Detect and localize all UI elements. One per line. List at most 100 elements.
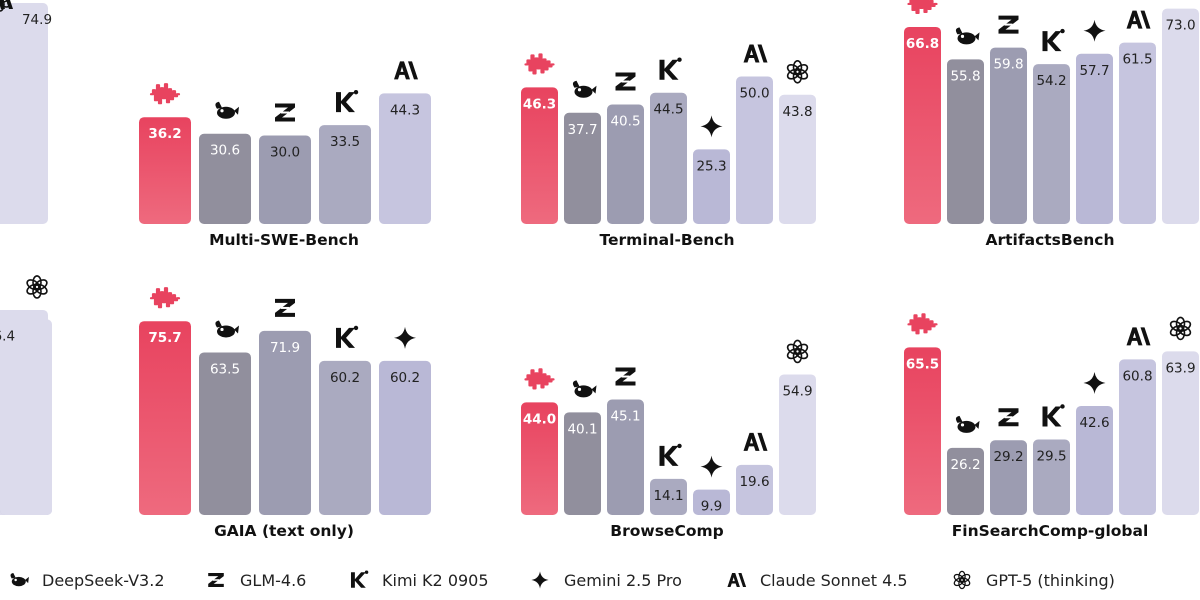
openai-icon [786,59,809,84]
minimax-wave-icon [524,53,555,75]
bar-value-label: 19.6 [739,474,769,490]
bar-minimax [904,26,941,224]
minimax-wave-icon [149,287,181,309]
anthropic-icon [394,61,418,80]
bar-value-label: 37.7 [567,122,597,138]
bar-kimi [650,478,687,515]
legend-label: Claude Sonnet 4.5 [760,570,908,590]
bar-value-label: 44.3 [390,102,420,118]
legend-item-kimi: Kimi K2 0905 [346,566,489,594]
chart-legend: DeepSeek-V3.2 GLM-4.6 Kimi K2 0905 Gemini 2… [0,566,1200,594]
bar-glm [607,399,644,515]
openai-icon [26,275,48,299]
bar-claude [736,464,773,515]
minimax-wave-icon [907,313,938,335]
bar-value-label: 42.6 [1079,415,1109,431]
bar-deepseek [199,133,251,224]
bar-minimax [904,347,941,515]
legend-label: GPT-5 (thinking) [986,570,1115,590]
chart-panel-7: 65.5 26.2 29.2 29.5 42.6 60.8 63.9 FinSearchCom… [904,313,1199,540]
openai-icon [0,0,11,12]
legend-item-deepseek: DeepSeek-V3.2 [6,566,165,594]
bar-value-label: 61.5 [1122,52,1152,68]
legend-item-glm: GLM-4.6 [204,566,306,594]
legend-label: GLM-4.6 [240,570,307,590]
bar-kimi [1033,64,1070,224]
bar-gpt [779,94,816,224]
bar-value-label: 26.2 [950,457,980,473]
bar-deepseek [947,447,984,515]
deepseek-whale-icon [10,572,29,587]
legend-label: Gemini 2.5 Pro [564,570,682,590]
bar-minimax [139,321,191,515]
minimax-wave-icon [524,368,555,390]
legend-item-gemini: Gemini 2.5 Pro [528,566,682,594]
chart-title: GAIA (text only) [214,522,354,540]
chart-panel-1: 36.2 30.6 30.0 33.5 44.3 Multi-SWE-Bench [139,61,431,249]
bar-deepseek [199,352,251,515]
bar-glm [259,330,311,515]
bar-gemini [1076,53,1113,224]
bar-kimi [650,92,687,224]
bar-glm [607,104,644,224]
chart-title: FinSearchComp-global [952,522,1149,540]
legend-label: DeepSeek-V3.2 [42,570,165,590]
minimax-wave-icon [149,83,181,105]
bar-deepseek [564,412,601,515]
deepseek-whale-icon [955,415,980,433]
kimi-k-icon [350,570,369,588]
deepseek-whale-icon [955,27,980,45]
deepseek-whale-icon [572,80,597,98]
bar-value-label: 40.1 [567,421,597,437]
bar-value-label: 30.0 [270,145,300,161]
bar-value-label: 30.6 [210,143,240,159]
bar-gemini [693,149,730,224]
bar-kimi [319,125,371,224]
bar-value-label: 63.9 [1165,360,1195,376]
chart-panel-0: 74.9 [0,3,52,224]
anthropic-icon [1126,10,1151,29]
kimi-k-icon [1042,28,1065,52]
zhipu-z-icon [208,572,224,588]
bar-gpt [0,319,52,515]
bar-value-label: 54.9 [782,383,812,399]
gemini-sparkle-icon [1083,371,1106,394]
bar-value-label: 66.8 [906,36,939,52]
chart-title: ArtifactsBench [986,231,1115,249]
gemini-sparkle-icon [531,571,549,589]
zhipu-z-icon [275,298,295,317]
gemini-sparkle-icon [394,326,416,349]
bar-minimax [139,117,191,224]
bar-value-label: 9.9 [701,499,722,515]
bar-claude [736,76,773,224]
gemini-sparkle-icon [700,455,723,478]
bar-value-label: 63.5 [210,361,240,377]
zhipu-z-icon [615,367,636,386]
anthropic-icon [743,44,768,63]
bar-gpt [1162,351,1199,515]
chart-title: Terminal-Bench [600,231,735,249]
chart-panel-6: 44.0 40.1 45.1 14.1 9.9 19.6 54.9 BrowseComp [521,339,816,540]
deepseek-whale-icon [215,320,239,338]
kimi-k-icon [1042,404,1065,427]
deepseek-whale-icon [572,380,597,398]
chart-panel-3: 66.8 55.8 59.8 54.2 57.7 61.5 73.0 ArtifactsBen… [904,0,1199,249]
bar-value-label: 43.8 [782,104,812,120]
anthropic-icon [727,572,747,588]
bar-value-label: 29.2 [993,449,1023,465]
bar-gemini [693,489,730,515]
bar-gpt [1162,8,1199,225]
bar-value-label: 36.2 [148,126,181,142]
bar-gpt [0,3,48,224]
kimi-k-icon [659,443,682,466]
bar-value-label: 65.5 [906,356,939,372]
gemini-sparkle-icon [1083,19,1106,42]
chart-panel-2: 46.3 37.7 40.5 44.5 25.3 50.0 43.8 Terminal-Ben… [521,44,816,249]
bar-gemini [379,360,431,515]
bar-value-label: 60.2 [330,370,360,386]
chart-title: Multi-SWE-Bench [209,231,359,249]
deepseek-whale-icon [215,101,239,119]
bar-value-label: 44.5 [653,102,683,118]
bar-value-label: 76.4 [0,328,15,344]
